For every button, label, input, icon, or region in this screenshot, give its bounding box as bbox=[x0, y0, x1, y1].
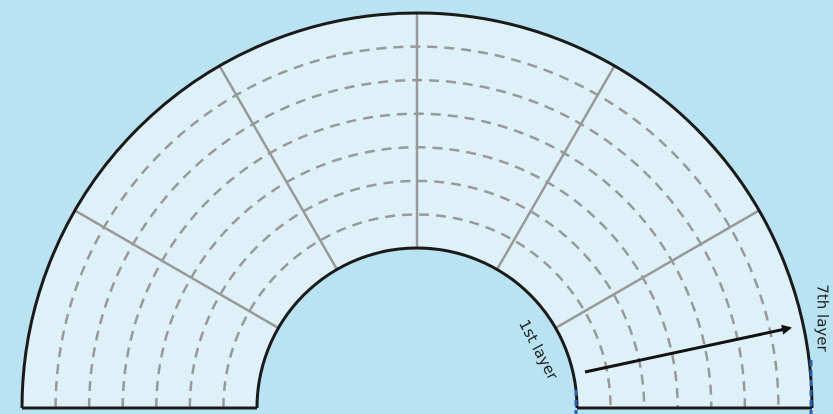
layer-arc bbox=[188, 179, 646, 409]
layer-arc bbox=[222, 213, 612, 409]
layer-arrow bbox=[584, 324, 792, 374]
radial-line bbox=[554, 209, 760, 330]
radial-line bbox=[74, 209, 280, 330]
grid bbox=[54, 13, 780, 409]
boundary-arcs bbox=[20, 11, 814, 409]
outer-layer-label: 7th layer bbox=[814, 284, 832, 352]
radial-line bbox=[218, 65, 339, 271]
radial-line bbox=[495, 65, 616, 271]
